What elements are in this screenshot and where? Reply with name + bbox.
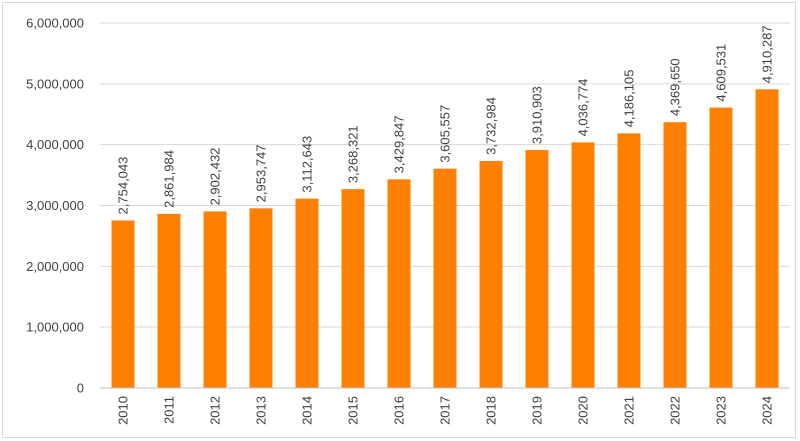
x-tick-label: 2019: [530, 396, 545, 425]
x-tick-label: 2012: [208, 396, 223, 425]
x-tick-label: 2016: [392, 396, 407, 425]
bar-2017: [433, 168, 457, 388]
data-label-2022: 4,369,650: [668, 58, 683, 116]
bar-2012: [203, 211, 227, 388]
x-tick-label: 2015: [346, 396, 361, 425]
data-label-2018: 3,732,984: [484, 97, 499, 155]
x-tick-label: 2021: [622, 396, 637, 425]
y-tick-label: 2,000,000: [26, 259, 84, 274]
y-axis-tick-labels: 0 1,000,000 2,000,000 3,000,000 4,000,000 5,0…: [26, 16, 84, 396]
data-label-2021: 4,186,105: [622, 70, 637, 128]
x-tick-label: 2017: [438, 396, 453, 425]
bar-2014: [295, 198, 319, 388]
data-label-2013: 2,953,747: [254, 144, 269, 202]
bar-2016: [387, 179, 411, 388]
y-tick-label: 3,000,000: [26, 198, 84, 213]
data-label-2019: 3,910,903: [530, 86, 545, 144]
x-tick-label: 2014: [300, 396, 315, 425]
bar-2021: [617, 133, 641, 388]
y-tick-label: 6,000,000: [26, 16, 84, 31]
y-tick-label: 5,000,000: [26, 76, 84, 91]
bar-2018: [479, 160, 503, 388]
data-label-2015: 3,268,321: [346, 125, 361, 183]
data-label-2023: 4,609,531: [714, 44, 729, 102]
data-label-2011: 2,861,984: [162, 150, 177, 208]
bar-2020: [571, 142, 595, 388]
y-tick-label: 4,000,000: [26, 137, 84, 152]
x-axis-tick-labels: 2010 2011 2012 2013 2014 2015 2016 2017 2018 2019…: [116, 396, 775, 425]
x-tick-label: 2018: [484, 396, 499, 425]
data-label-2010: 2,754,043: [116, 157, 131, 215]
x-tick-label: 2020: [576, 396, 591, 425]
x-tick-label: 2022: [668, 396, 683, 425]
x-tick-label: 2024: [760, 396, 775, 425]
y-tick-label: 0: [77, 381, 84, 396]
x-tick-label: 2011: [162, 396, 177, 424]
data-label-2012: 2,902,432: [208, 148, 223, 206]
data-labels: 2,754,043 2,861,984 2,902,432 2,953,747 3,11…: [116, 25, 775, 214]
bar-2013: [249, 208, 273, 388]
x-tick-label: 2023: [714, 396, 729, 425]
data-label-2024: 4,910,287: [760, 25, 775, 83]
bars: [111, 89, 779, 389]
bar-2022: [663, 122, 687, 388]
bar-2024: [755, 89, 779, 389]
bar-2010: [111, 220, 135, 388]
y-tick-label: 1,000,000: [26, 320, 84, 335]
bar-2023: [709, 107, 733, 389]
data-label-2020: 4,036,774: [576, 79, 591, 137]
bar-2011: [157, 213, 181, 388]
bar-2015: [341, 189, 365, 388]
data-label-2016: 3,429,847: [392, 116, 407, 174]
data-label-2017: 3,605,557: [438, 105, 453, 163]
x-tick-label: 2010: [116, 396, 131, 425]
data-label-2014: 3,112,643: [300, 136, 315, 193]
x-tick-label: 2013: [254, 396, 269, 425]
bar-2019: [525, 150, 549, 388]
